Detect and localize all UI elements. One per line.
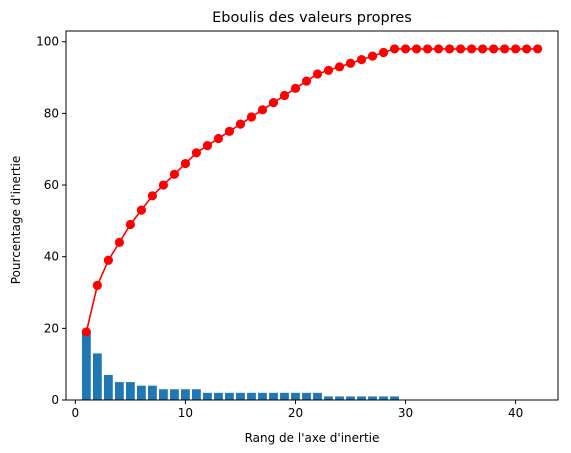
cumulative-point-31 [411,44,422,54]
cumulative-point-3 [103,255,113,265]
cumulative-point-19 [279,90,290,101]
bar-18 [269,392,278,400]
bar-28 [379,396,388,400]
cumulative-point-42 [533,44,543,54]
cumulative-point-40 [511,44,521,54]
bar-3 [103,374,113,400]
bar-7 [148,385,157,400]
bar-24 [335,396,344,400]
cumulative-point-2 [92,280,102,290]
cumulative-point-33 [433,44,444,54]
y-tick-label-100: 100 [36,35,59,49]
bar-2 [92,353,102,400]
cumulative-point-10 [180,158,191,169]
bar-10 [181,389,190,400]
cumulative-point-29 [389,44,400,54]
y-tick-label-20: 20 [44,321,59,335]
cumulative-point-38 [489,44,499,54]
cumulative-point-36 [466,44,477,54]
bar-5 [125,382,135,400]
cumulative-point-21 [301,76,312,86]
cumulative-point-39 [500,44,510,54]
cumulative-point-13 [213,133,224,144]
cumulative-point-15 [235,119,246,129]
bar-19 [280,392,289,400]
cumulative-point-26 [356,55,367,65]
cumulative-point-17 [257,105,268,115]
bar-26 [357,396,366,400]
bar-6 [136,385,146,400]
cumulative-point-9 [169,169,180,179]
bar-9 [170,389,179,400]
y-tick-label-60: 60 [44,178,59,192]
bar-21 [302,392,311,400]
x-tick-label-30: 30 [398,406,413,420]
y-axis-label: Pourcentage d'inertie [9,156,23,284]
cumulative-point-6 [136,205,146,215]
cumulative-point-25 [345,58,356,68]
bar-14 [225,392,234,400]
plot-frame [65,30,559,401]
bar-20 [291,392,300,400]
bar-27 [368,396,377,400]
cumulative-point-8 [158,180,169,190]
cumulative-point-18 [268,98,279,108]
cumulative-point-22 [312,69,323,79]
cumulative-point-35 [455,44,466,54]
cumulative-point-7 [147,191,158,201]
y-tick-label-40: 40 [44,250,59,264]
cumulative-point-20 [290,83,301,93]
x-axis-label: Rang de l'axe d'inertie [245,431,380,445]
cumulative-point-28 [378,47,389,58]
bar-4 [114,382,124,400]
cumulative-point-27 [367,51,378,61]
cumulative-point-41 [522,44,532,54]
cumulative-point-5 [125,219,135,230]
bar-12 [203,392,212,400]
bar-23 [324,396,333,400]
bar-15 [236,392,245,400]
x-tick-label-20: 20 [288,406,303,420]
cumulative-point-34 [444,44,455,54]
bar-29 [390,396,399,400]
cumulative-point-32 [422,44,433,54]
cumulative-point-16 [246,112,257,122]
x-tick-label-10: 10 [178,406,193,420]
cumulative-point-30 [400,44,411,54]
bar-13 [214,392,223,400]
bar-25 [346,396,355,400]
cumulative-point-4 [114,237,124,247]
bar-17 [258,392,267,400]
bar-16 [247,392,256,400]
cumulative-line [85,48,538,333]
x-tick-label-40: 40 [508,406,523,420]
cumulative-point-37 [478,44,488,54]
bar-1 [81,331,91,400]
bar-11 [192,389,201,400]
cumulative-point-12 [202,141,213,151]
axes: 0 10 20 30 40 0 20 40 60 80 100 [36,30,559,420]
cumulative-point-1 [81,327,91,337]
bar-22 [313,392,322,400]
chart-marks [81,44,543,400]
bar-8 [159,389,168,400]
cumulative-point-14 [224,126,235,136]
chart-title: Eboulis des valeurs propres [212,10,412,26]
x-tick-label-0: 0 [72,406,80,420]
cumulative-point-24 [334,62,345,72]
cumulative-point-23 [323,65,334,76]
cumulative-point-11 [191,148,202,158]
y-tick-label-80: 80 [44,106,59,120]
y-tick-label-0: 0 [51,393,59,407]
